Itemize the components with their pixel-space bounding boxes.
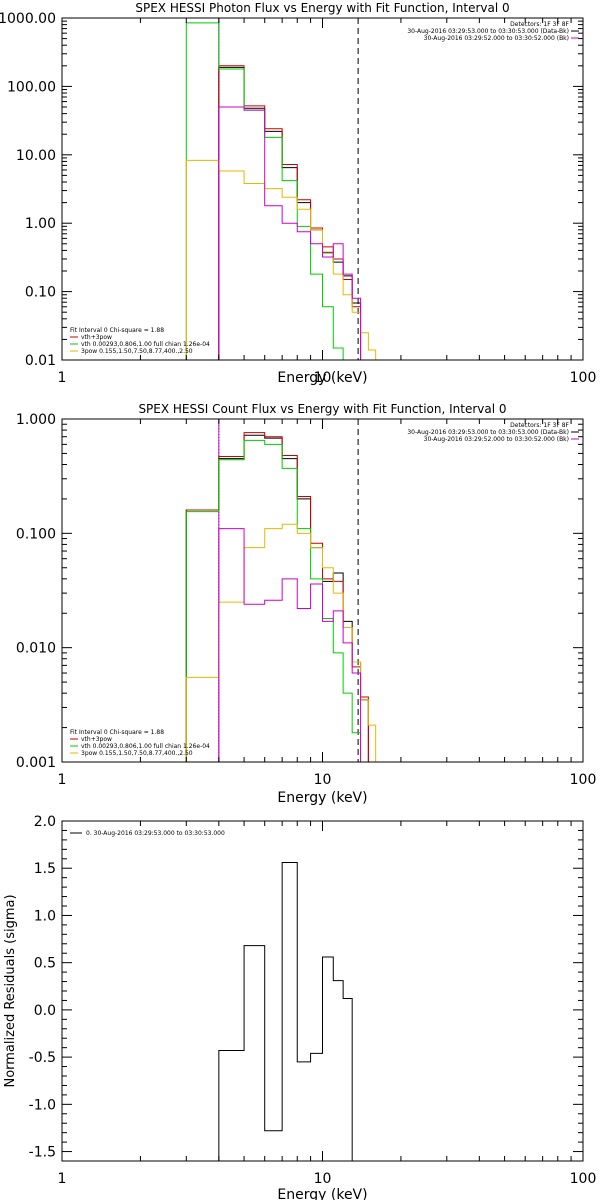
x-tick-label: 10 [314,370,332,386]
y-axis-label: Normalized Residuals (sigma) [3,894,18,1087]
chart-panel-3: 1 10 100 -1.5 -1.0 -0.5 0.0 0.5 1.0 1.5 2.0 Energy … [3,814,596,1200]
chart-panel-1: SPEX HESSI Photon Flux vs Energy with Fi… [0,1,596,386]
y-tick-label: 0.5 [34,956,56,972]
legend-entry: vth+3pow [81,736,112,743]
y-tick-label: 100.00 [7,79,56,95]
series-5-line [218,106,362,360]
series-5-line [218,528,362,762]
x-tick-label: 100 [570,1171,597,1187]
legend-entry: Fit Interval 0 Chi-square = 1.88 [70,729,164,736]
series-group [185,432,377,762]
y-tick-label: 1.00 [25,216,56,232]
y-tick-label: 0.001 [16,755,56,771]
legend-entry: Detectors: 1F 3F 8F [510,21,569,28]
x-axis-label: Energy (keV) [277,790,367,806]
x-tick-label: 1 [58,772,67,788]
legend-entry: Detectors: 1F 3F 8F [510,422,569,429]
y-tick-label: -1.0 [29,1097,56,1113]
y-tick-label: -0.5 [29,1050,56,1066]
series-3-line [185,22,353,360]
y-tick-label: 1.000 [16,412,56,428]
y-tick-label: -1.5 [29,1145,56,1161]
y-tick-label: 2.0 [34,814,56,830]
chart-title: SPEX HESSI Count Flux vs Energy with Fit… [138,402,506,416]
chart-panel-2: SPEX HESSI Count Flux vs Energy with Fit… [16,402,596,806]
legend-entry: 3pow 0.155,1.50,7.50,8.77,400.,2.50 [81,348,193,355]
plot-frame [61,17,584,361]
x-tick-label: 100 [570,772,597,788]
x-tick-label: 100 [570,370,597,386]
y-tick-label: 0.01 [25,353,56,369]
legend-entry: 30-Aug-2016 03:29:52.000 to 03:30:52.000… [424,436,569,443]
series-2-line [185,432,369,762]
y-tick-label: 0.010 [16,641,56,657]
x-tick-label: 1 [58,370,67,386]
legend-entry: 30-Aug-2016 03:29:52.000 to 03:30:52.000… [424,35,569,42]
y-tick-label: 1.5 [34,861,56,877]
chart-title: SPEX HESSI Photon Flux vs Energy with Fi… [135,1,509,15]
legend-entry: vth+3pow [81,334,112,341]
series-4-line [185,159,377,360]
x-tick-label: 10 [314,1171,332,1187]
series-group [185,22,377,360]
x-tick-label: 1 [58,1171,67,1187]
legend-entry: Fit Interval 0 Chi-square = 1.88 [70,327,164,334]
series-1-line [185,434,369,762]
series-1-line [218,862,361,1161]
y-tick-label: 0.10 [25,285,56,301]
y-tick-label: 1000.00 [0,11,56,27]
y-tick-label: 0.0 [34,1003,56,1019]
x-axis-label: Energy (keV) [277,370,367,386]
series-1-line [218,66,362,360]
legend-entry: 0. 30-Aug-2016 03:29:53.000 to 03:30:53.… [86,830,225,837]
legend-entry: vth 0.00293,0.806,1.00 full chian 1.26e-… [81,743,210,750]
x-axis-label: Energy (keV) [277,1187,367,1200]
series-group [218,862,361,1161]
legend-entry: 30-Aug-2016 03:29:53.000 to 03:30:53.000… [407,429,569,436]
y-tick-label: 1.0 [34,908,56,924]
legend-entry: 3pow 0.155,1.50,7.50,8.77,400.,2.50 [81,750,193,757]
legend-entry: 30-Aug-2016 03:29:53.000 to 03:30:53.000… [407,28,569,35]
x-tick-label: 10 [314,772,332,788]
series-3-line [185,439,362,762]
y-tick-label: 0.100 [16,526,56,542]
legend-entry: vth 0.00293,0.806,1.00 full chian 1.26e-… [81,341,210,348]
series-2-line [218,65,362,360]
y-tick-label: 10.00 [16,148,56,164]
